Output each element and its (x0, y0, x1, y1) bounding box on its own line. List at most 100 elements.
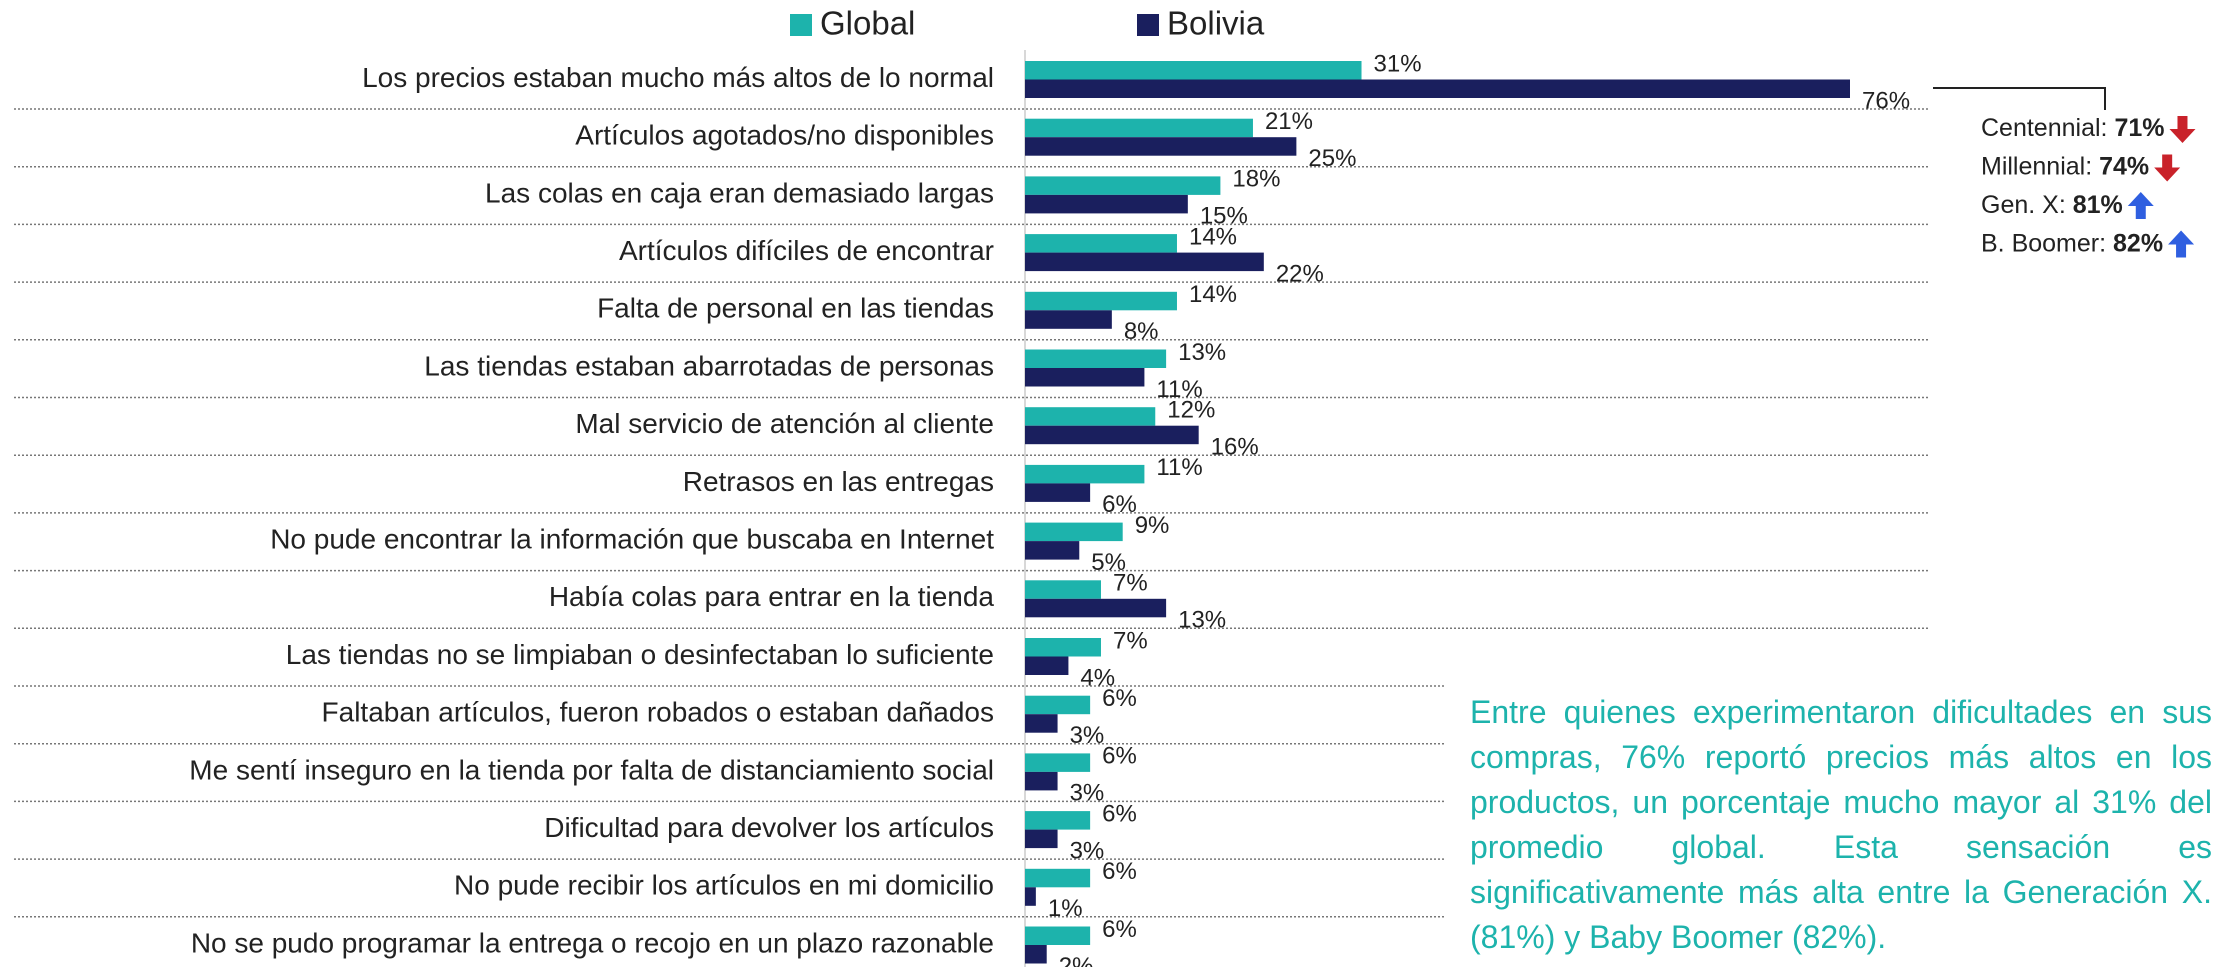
callout-label: Centennial: (1981, 114, 2107, 142)
value-label: 6% (1102, 743, 1137, 770)
category-label: Retrasos en las entregas (683, 466, 994, 497)
bar (1025, 464, 1145, 484)
value-label: 76% (1862, 87, 1910, 114)
value-label: 16% (1211, 434, 1259, 461)
bar (1025, 829, 1058, 849)
value-label: 11% (1156, 376, 1202, 403)
callout-value: 71% (2114, 114, 2164, 142)
bar (1025, 425, 1199, 445)
callout-text: B. Boomer: 82% (1981, 229, 2163, 257)
category-label: Las colas en caja eran demasiado largas (485, 177, 994, 208)
value-label: 14% (1189, 281, 1237, 308)
bar (1025, 771, 1058, 791)
bar (1025, 407, 1156, 426)
bar (1025, 79, 1850, 98)
category-label: Las tiendas no se limpiaban o desinfecta… (286, 639, 994, 670)
category-label: Los precios estaban mucho más altos de l… (362, 62, 994, 93)
category-label: No pude recibir los artículos en mi domi… (454, 870, 994, 901)
callout-text: Millennial: 74% (1981, 152, 2149, 180)
callout-value: 81% (2073, 191, 2123, 219)
value-label: 5% (1091, 549, 1126, 576)
value-label: 15% (1200, 203, 1248, 230)
value-label: 3% (1070, 780, 1105, 807)
bar (1025, 483, 1091, 502)
bar (1025, 811, 1091, 830)
value-label: 14% (1189, 223, 1237, 250)
callout-label: B. Boomer: (1981, 229, 2106, 257)
value-label: 31% (1374, 50, 1422, 77)
bar (1025, 598, 1167, 618)
value-label: 13% (1178, 607, 1226, 634)
callout-value: 74% (2099, 152, 2149, 180)
value-label: 22% (1276, 260, 1324, 287)
value-label: 12% (1167, 397, 1215, 424)
bar (1025, 118, 1253, 138)
value-label: 8% (1124, 318, 1159, 345)
bar (1025, 753, 1091, 772)
legend-label: Bolivia (1167, 5, 1265, 42)
value-label: 6% (1102, 858, 1137, 885)
bar (1025, 638, 1101, 657)
value-label: 11% (1156, 454, 1202, 481)
legend-swatch (790, 14, 812, 36)
bar (1025, 61, 1362, 80)
bar (1025, 176, 1221, 195)
bar (1025, 541, 1080, 560)
bar (1025, 194, 1188, 214)
bar (1025, 234, 1177, 253)
bar (1025, 368, 1145, 387)
annotation: Entre quienes experimentaron dificultade… (1470, 694, 2212, 955)
category-label: Faltaban artículos, fueron robados o est… (322, 697, 994, 728)
value-label: 13% (1178, 339, 1226, 366)
value-label: 9% (1135, 512, 1170, 539)
value-label: 3% (1070, 837, 1105, 864)
category-label: Artículos difíciles de encontrar (619, 235, 994, 266)
value-label: 6% (1102, 916, 1137, 943)
callout-line (1933, 87, 2106, 110)
bar (1025, 945, 1047, 964)
category-label: Las tiendas estaban abarrotadas de perso… (424, 350, 994, 381)
trend-arrow (2154, 154, 2181, 182)
category-label: No se pudo programar la entrega o recojo… (191, 927, 994, 958)
value-label: 7% (1113, 570, 1148, 597)
value-label: 1% (1048, 895, 1083, 922)
legend-label: Global (820, 5, 915, 42)
bar (1025, 349, 1167, 368)
value-label: 18% (1232, 166, 1280, 193)
callout-label: Gen. X: (1981, 191, 2066, 219)
bar (1025, 714, 1058, 733)
bar (1025, 887, 1036, 906)
value-label: 2% (1059, 953, 1094, 967)
callout-label: Millennial: (1981, 152, 2092, 180)
callout-text: Gen. X: 81% (1981, 191, 2123, 219)
bar (1025, 868, 1091, 888)
value-label: 4% (1080, 664, 1115, 691)
trend-arrow (2127, 192, 2154, 219)
bar (1025, 580, 1101, 599)
value-label: 3% (1070, 722, 1105, 749)
trend-arrow (2168, 230, 2195, 258)
value-label: 7% (1113, 627, 1148, 654)
bar (1025, 137, 1297, 156)
category-label: No pude encontrar la información que bus… (270, 523, 994, 554)
legend-swatch (1137, 14, 1159, 36)
bar (1025, 310, 1112, 329)
bar (1025, 252, 1264, 272)
bar (1025, 695, 1091, 715)
bar (1025, 291, 1177, 311)
value-label: 25% (1308, 145, 1356, 172)
category-label: Me sentí inseguro en la tienda por falta… (189, 754, 994, 785)
bar (1025, 656, 1069, 675)
bar (1025, 926, 1091, 945)
category-label: Había colas para entrar en la tienda (549, 581, 995, 612)
callout-value: 82% (2113, 229, 2163, 257)
category-label: Artículos agotados/no disponibles (575, 120, 994, 151)
category-label: Mal servicio de atención al cliente (575, 408, 994, 439)
value-label: 6% (1102, 491, 1137, 518)
category-label: Falta de personal en las tiendas (597, 293, 994, 324)
value-label: 6% (1102, 800, 1137, 827)
bar (1025, 522, 1123, 542)
trend-arrow (2169, 116, 2196, 143)
